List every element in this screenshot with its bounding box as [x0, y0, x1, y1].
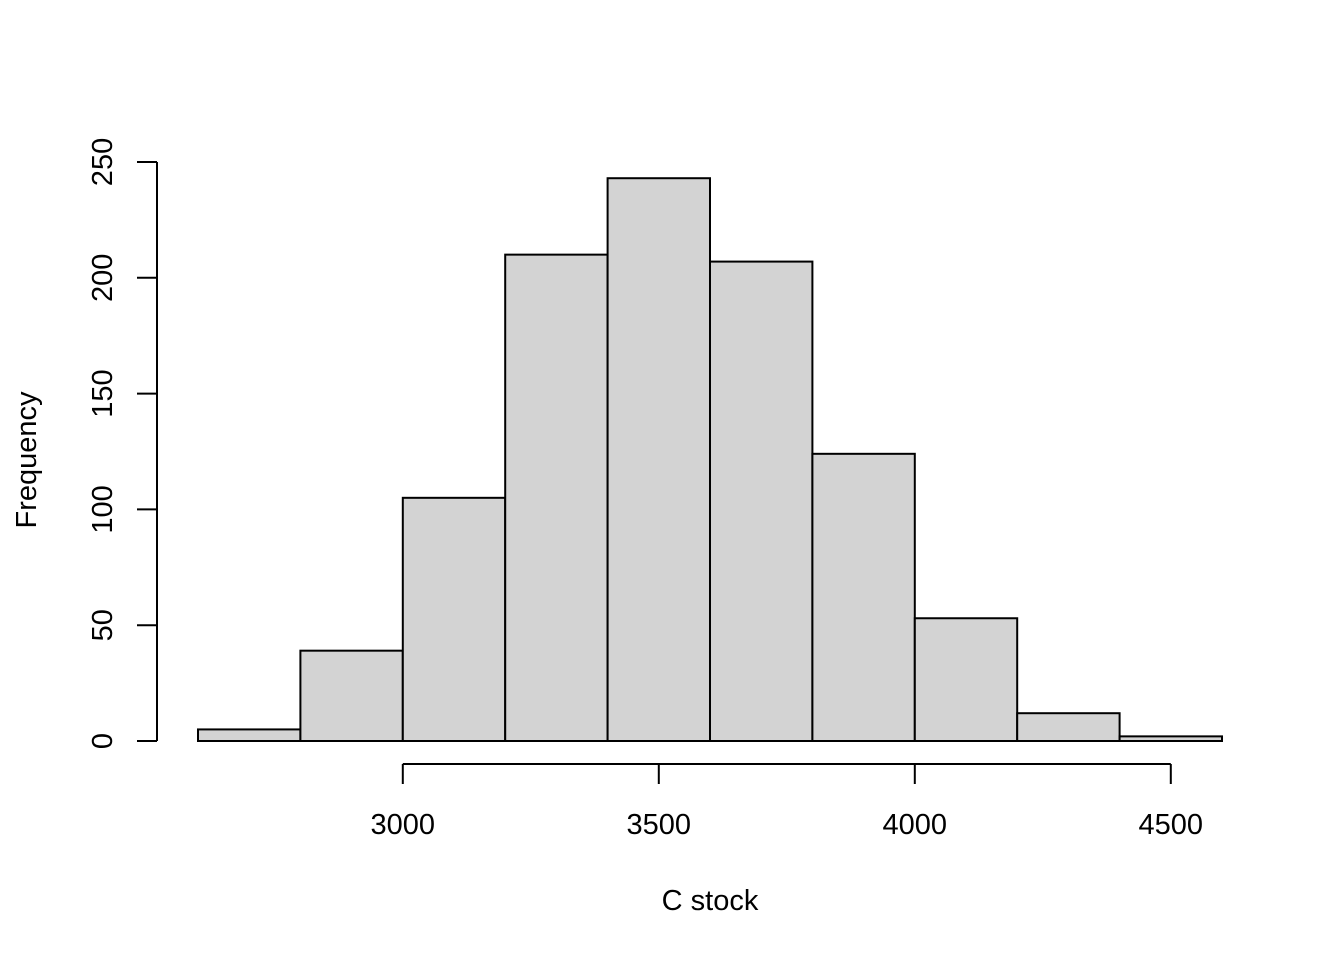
histogram-bar — [1016, 712, 1121, 743]
y-tick-label: 0 — [87, 733, 119, 749]
x-tick-label: 3000 — [371, 809, 436, 841]
y-axis-label: Frequency — [11, 391, 43, 529]
x-axis: 3000 3500 4000 4500 — [371, 763, 1204, 841]
y-tick-label: 250 — [87, 138, 119, 186]
y-tick-label: 150 — [87, 369, 119, 417]
x-tick-label: 4500 — [1139, 809, 1204, 841]
histogram-bar — [299, 649, 404, 743]
y-tick-label: 50 — [87, 609, 119, 641]
histogram-bar — [504, 253, 609, 742]
x-tick-label: 3500 — [627, 809, 692, 841]
x-axis-label: C stock — [662, 885, 759, 917]
y-tick-label: 200 — [87, 254, 119, 302]
histogram-bar — [1118, 735, 1223, 742]
histogram-bar — [709, 260, 814, 742]
x-tick-label: 4000 — [883, 809, 948, 841]
histogram-bars — [197, 177, 1223, 743]
histogram-bar — [401, 496, 507, 742]
y-tick-label: 100 — [87, 485, 119, 533]
histogram-bar — [197, 728, 302, 742]
histogram-bar — [811, 452, 916, 742]
histogram-bar — [913, 617, 1019, 743]
histogram-bar — [606, 177, 711, 743]
y-axis: 0 50 100 150 200 250 — [87, 138, 158, 749]
